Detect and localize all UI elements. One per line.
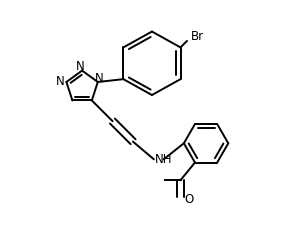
Text: Br: Br (191, 30, 204, 43)
Text: N: N (95, 72, 104, 85)
Text: N: N (76, 60, 85, 73)
Text: NH: NH (155, 153, 173, 166)
Text: N: N (56, 75, 65, 89)
Text: O: O (185, 193, 194, 205)
